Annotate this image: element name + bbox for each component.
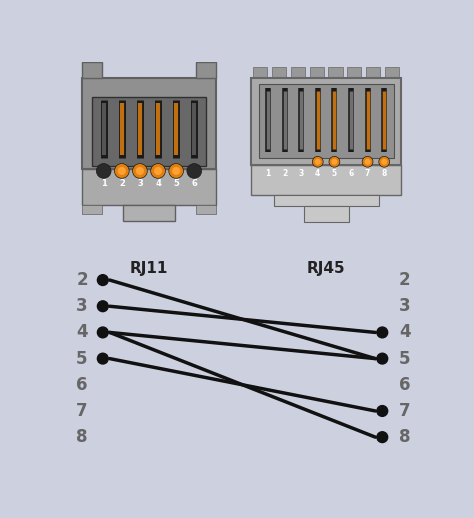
Circle shape (187, 164, 201, 178)
Text: 6: 6 (76, 376, 88, 394)
Circle shape (97, 353, 108, 364)
Circle shape (379, 156, 390, 167)
Bar (82, 169, 216, 205)
Circle shape (329, 156, 340, 167)
Circle shape (377, 406, 388, 416)
Circle shape (312, 156, 323, 167)
Bar (82, 62, 102, 78)
Circle shape (377, 327, 388, 338)
Bar (328, 67, 343, 78)
Circle shape (331, 159, 337, 165)
Circle shape (97, 301, 108, 312)
Text: 5: 5 (399, 350, 410, 368)
Text: 1: 1 (265, 168, 271, 178)
Text: 2: 2 (119, 179, 125, 188)
Circle shape (136, 167, 144, 175)
Circle shape (169, 164, 183, 178)
Circle shape (154, 167, 162, 175)
Text: 4: 4 (315, 168, 320, 178)
Circle shape (315, 159, 321, 165)
Bar (366, 67, 380, 78)
Circle shape (377, 353, 388, 364)
Text: 7: 7 (365, 168, 370, 178)
Text: 2: 2 (399, 271, 410, 289)
Circle shape (97, 327, 108, 338)
Bar (251, 78, 401, 165)
Text: RJ11: RJ11 (130, 261, 168, 276)
Text: 2: 2 (282, 168, 287, 178)
Text: 7: 7 (399, 402, 410, 420)
Text: 3: 3 (399, 297, 410, 315)
Bar (92, 97, 206, 166)
Circle shape (365, 159, 371, 165)
Text: 5: 5 (332, 168, 337, 178)
Circle shape (381, 159, 387, 165)
Circle shape (96, 164, 111, 178)
Bar (303, 206, 348, 222)
Bar (196, 205, 216, 213)
Bar (291, 67, 305, 78)
Circle shape (377, 432, 388, 442)
Bar (385, 67, 399, 78)
Bar (123, 205, 174, 221)
Circle shape (362, 156, 373, 167)
Text: 8: 8 (382, 168, 387, 178)
Text: 6: 6 (348, 168, 354, 178)
Text: 7: 7 (76, 402, 88, 420)
Bar (82, 205, 102, 213)
Text: 2: 2 (76, 271, 88, 289)
Text: 8: 8 (399, 428, 410, 446)
Bar (272, 67, 286, 78)
Text: 5: 5 (173, 179, 179, 188)
Text: 1: 1 (101, 179, 107, 188)
Bar (258, 84, 393, 159)
Bar (310, 67, 324, 78)
Bar (347, 67, 362, 78)
Text: 6: 6 (191, 179, 197, 188)
Circle shape (97, 275, 108, 285)
Text: 4: 4 (399, 323, 410, 341)
Bar (253, 67, 267, 78)
Circle shape (118, 167, 126, 175)
Text: 4: 4 (155, 179, 161, 188)
Text: 4: 4 (76, 323, 88, 341)
Text: 5: 5 (76, 350, 88, 368)
Circle shape (114, 164, 129, 178)
Bar (251, 165, 401, 195)
Circle shape (151, 164, 165, 178)
Text: 8: 8 (76, 428, 88, 446)
Text: 3: 3 (137, 179, 143, 188)
Bar (82, 78, 216, 169)
Text: RJ45: RJ45 (307, 262, 346, 277)
Text: 3: 3 (76, 297, 88, 315)
Circle shape (133, 164, 147, 178)
Bar (273, 195, 379, 206)
Text: 3: 3 (299, 168, 304, 178)
Circle shape (172, 167, 180, 175)
Text: 6: 6 (399, 376, 410, 394)
Bar (196, 62, 216, 78)
